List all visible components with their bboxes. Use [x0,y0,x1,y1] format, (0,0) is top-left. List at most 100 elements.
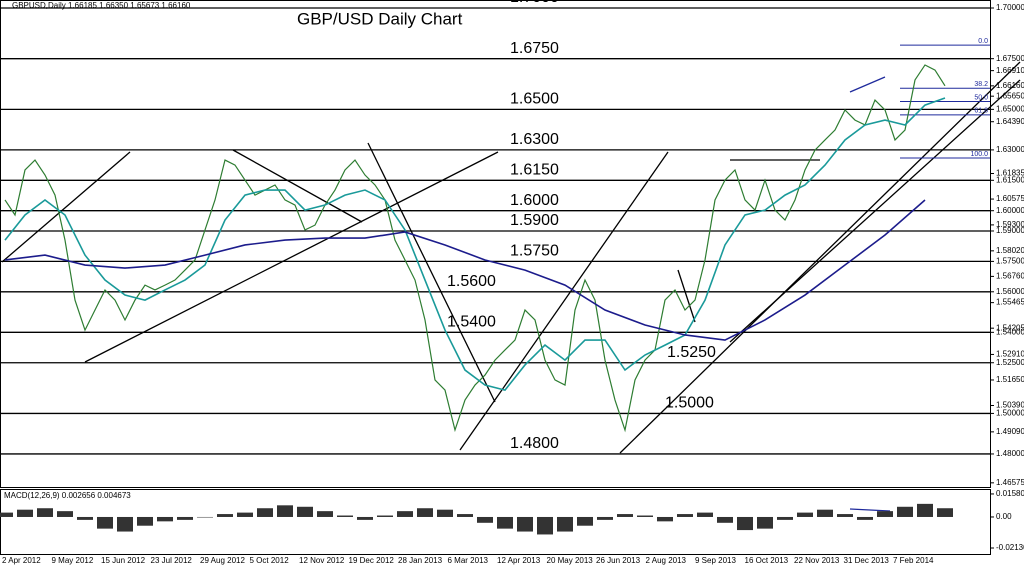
trendline [1,151,131,263]
y-tick-label: 1.54205 [996,323,1024,332]
level-label: 1.5900 [510,212,559,229]
y-tick-label: 1.50000 [996,409,1024,418]
macd-bar [177,516,193,520]
macd-bar [257,508,273,517]
macd-bar [57,511,73,517]
x-tick-label: 29 Aug 2012 [200,556,245,565]
macd-bar [337,515,353,517]
level-label: 1.5000 [665,395,714,412]
y-tick-label: 1.64390 [996,117,1024,126]
macd-bar [317,511,333,517]
macd-bar [717,516,733,523]
macd-bar [877,511,893,517]
moving-average [4,199,926,341]
x-tick-label: 6 Mar 2013 [448,556,489,565]
macd-bar [277,505,293,517]
level-label: 1.6750 [510,40,559,57]
main-panel [0,0,991,488]
trendlines [1,61,1021,454]
macd-bar [657,516,673,522]
macd-bar [417,508,433,517]
x-tick-label: 23 Jul 2012 [151,556,193,565]
y-tick-label: 1.65000 [996,104,1024,113]
y-tick-label: 1.66160 [996,81,1024,90]
y-tick-label: 1.58020 [996,246,1024,255]
macd-bar [397,511,413,517]
level-label: 1.5750 [510,243,559,260]
x-tick-label: 2 Apr 2012 [2,556,41,565]
x-tick-label: 7 Feb 2014 [893,556,934,565]
macd-bar [537,516,553,535]
y-tick-label: 1.52910 [996,350,1024,359]
x-tick-label: 12 Apr 2013 [497,556,541,565]
y-tick-label: 1.61500 [996,175,1024,184]
y-tick-label: 1.63000 [996,145,1024,154]
macd-bar [797,512,813,517]
macd-bar [677,514,693,517]
macd-bar [237,512,253,517]
x-tick-label: 22 Nov 2013 [794,556,840,565]
y-tick-label: 1.67500 [996,54,1024,63]
macd-bar [117,516,133,532]
y-tick-label: 1.52500 [996,358,1024,367]
level-label: 1.6150 [510,162,559,179]
macd-bar [457,514,473,517]
macd-bar [477,516,493,523]
macd-bar [817,509,833,517]
x-tick-label: 31 Dec 2013 [844,556,890,565]
trendline [232,149,363,223]
macd-bar [757,516,773,529]
macd-bar [197,516,213,518]
x-tick-label: 16 Oct 2013 [745,556,789,565]
macd-bar [17,509,33,517]
y-tick-label: 1.56760 [996,271,1024,280]
macd-panel [0,489,991,555]
macd-bar [357,516,373,520]
macd-bar [837,514,853,517]
macd-bar [917,503,933,517]
y-tick-label: 1.56000 [996,287,1024,296]
y-tick-label: 1.50390 [996,401,1024,410]
trendline [84,151,499,363]
trendline [677,269,696,323]
level-label: 1.6300 [510,131,559,148]
fib-label: 100.0 [970,151,988,158]
x-tick-label: 2 Aug 2013 [646,556,687,565]
macd-tick-label: 0.015802 [996,489,1024,498]
fib-label: 38.2 [974,81,988,88]
level-label: 1.6500 [510,91,559,108]
macd-bar [0,512,13,517]
x-tick-label: 15 Jun 2012 [101,556,146,565]
macd-tick-label: 0.00 [996,512,1012,521]
x-tick-label: 9 Sep 2013 [695,556,736,565]
divergence-line [849,508,891,512]
moving-average [4,97,946,392]
macd-bar [37,508,53,517]
macd-bar [497,516,513,529]
macd-bar [557,516,573,532]
price-line [4,64,946,433]
chart-title: GBP/USD Daily Chart [297,9,463,28]
fib-label: 61.8 [974,108,988,115]
y-tick-label: 1.46575 [996,478,1024,487]
macd-bar [217,514,233,517]
channel-line [849,76,886,93]
x-tick-label: 26 Jun 2013 [596,556,641,565]
y-tick-label: 1.60000 [996,206,1024,215]
y-tick-label: 1.55465 [996,298,1024,307]
fib-label: 0.0 [978,38,988,45]
x-tick-label: 12 Nov 2012 [299,556,345,565]
macd-bar [617,514,633,517]
level-label: 1.6000 [510,192,559,209]
macd-bar [77,516,93,520]
x-tick-label: 9 May 2012 [52,556,94,565]
x-tick-label: 20 May 2013 [547,556,594,565]
y-tick-label: 1.48000 [996,449,1024,458]
macd-bar [437,509,453,517]
y-tick-label: 1.59000 [996,226,1024,235]
macd-bar [697,512,713,517]
y-tick-label: 1.54000 [996,327,1024,336]
macd-bar [97,516,113,529]
level-label: 1.4800 [510,435,559,452]
macd-bar [597,516,613,520]
